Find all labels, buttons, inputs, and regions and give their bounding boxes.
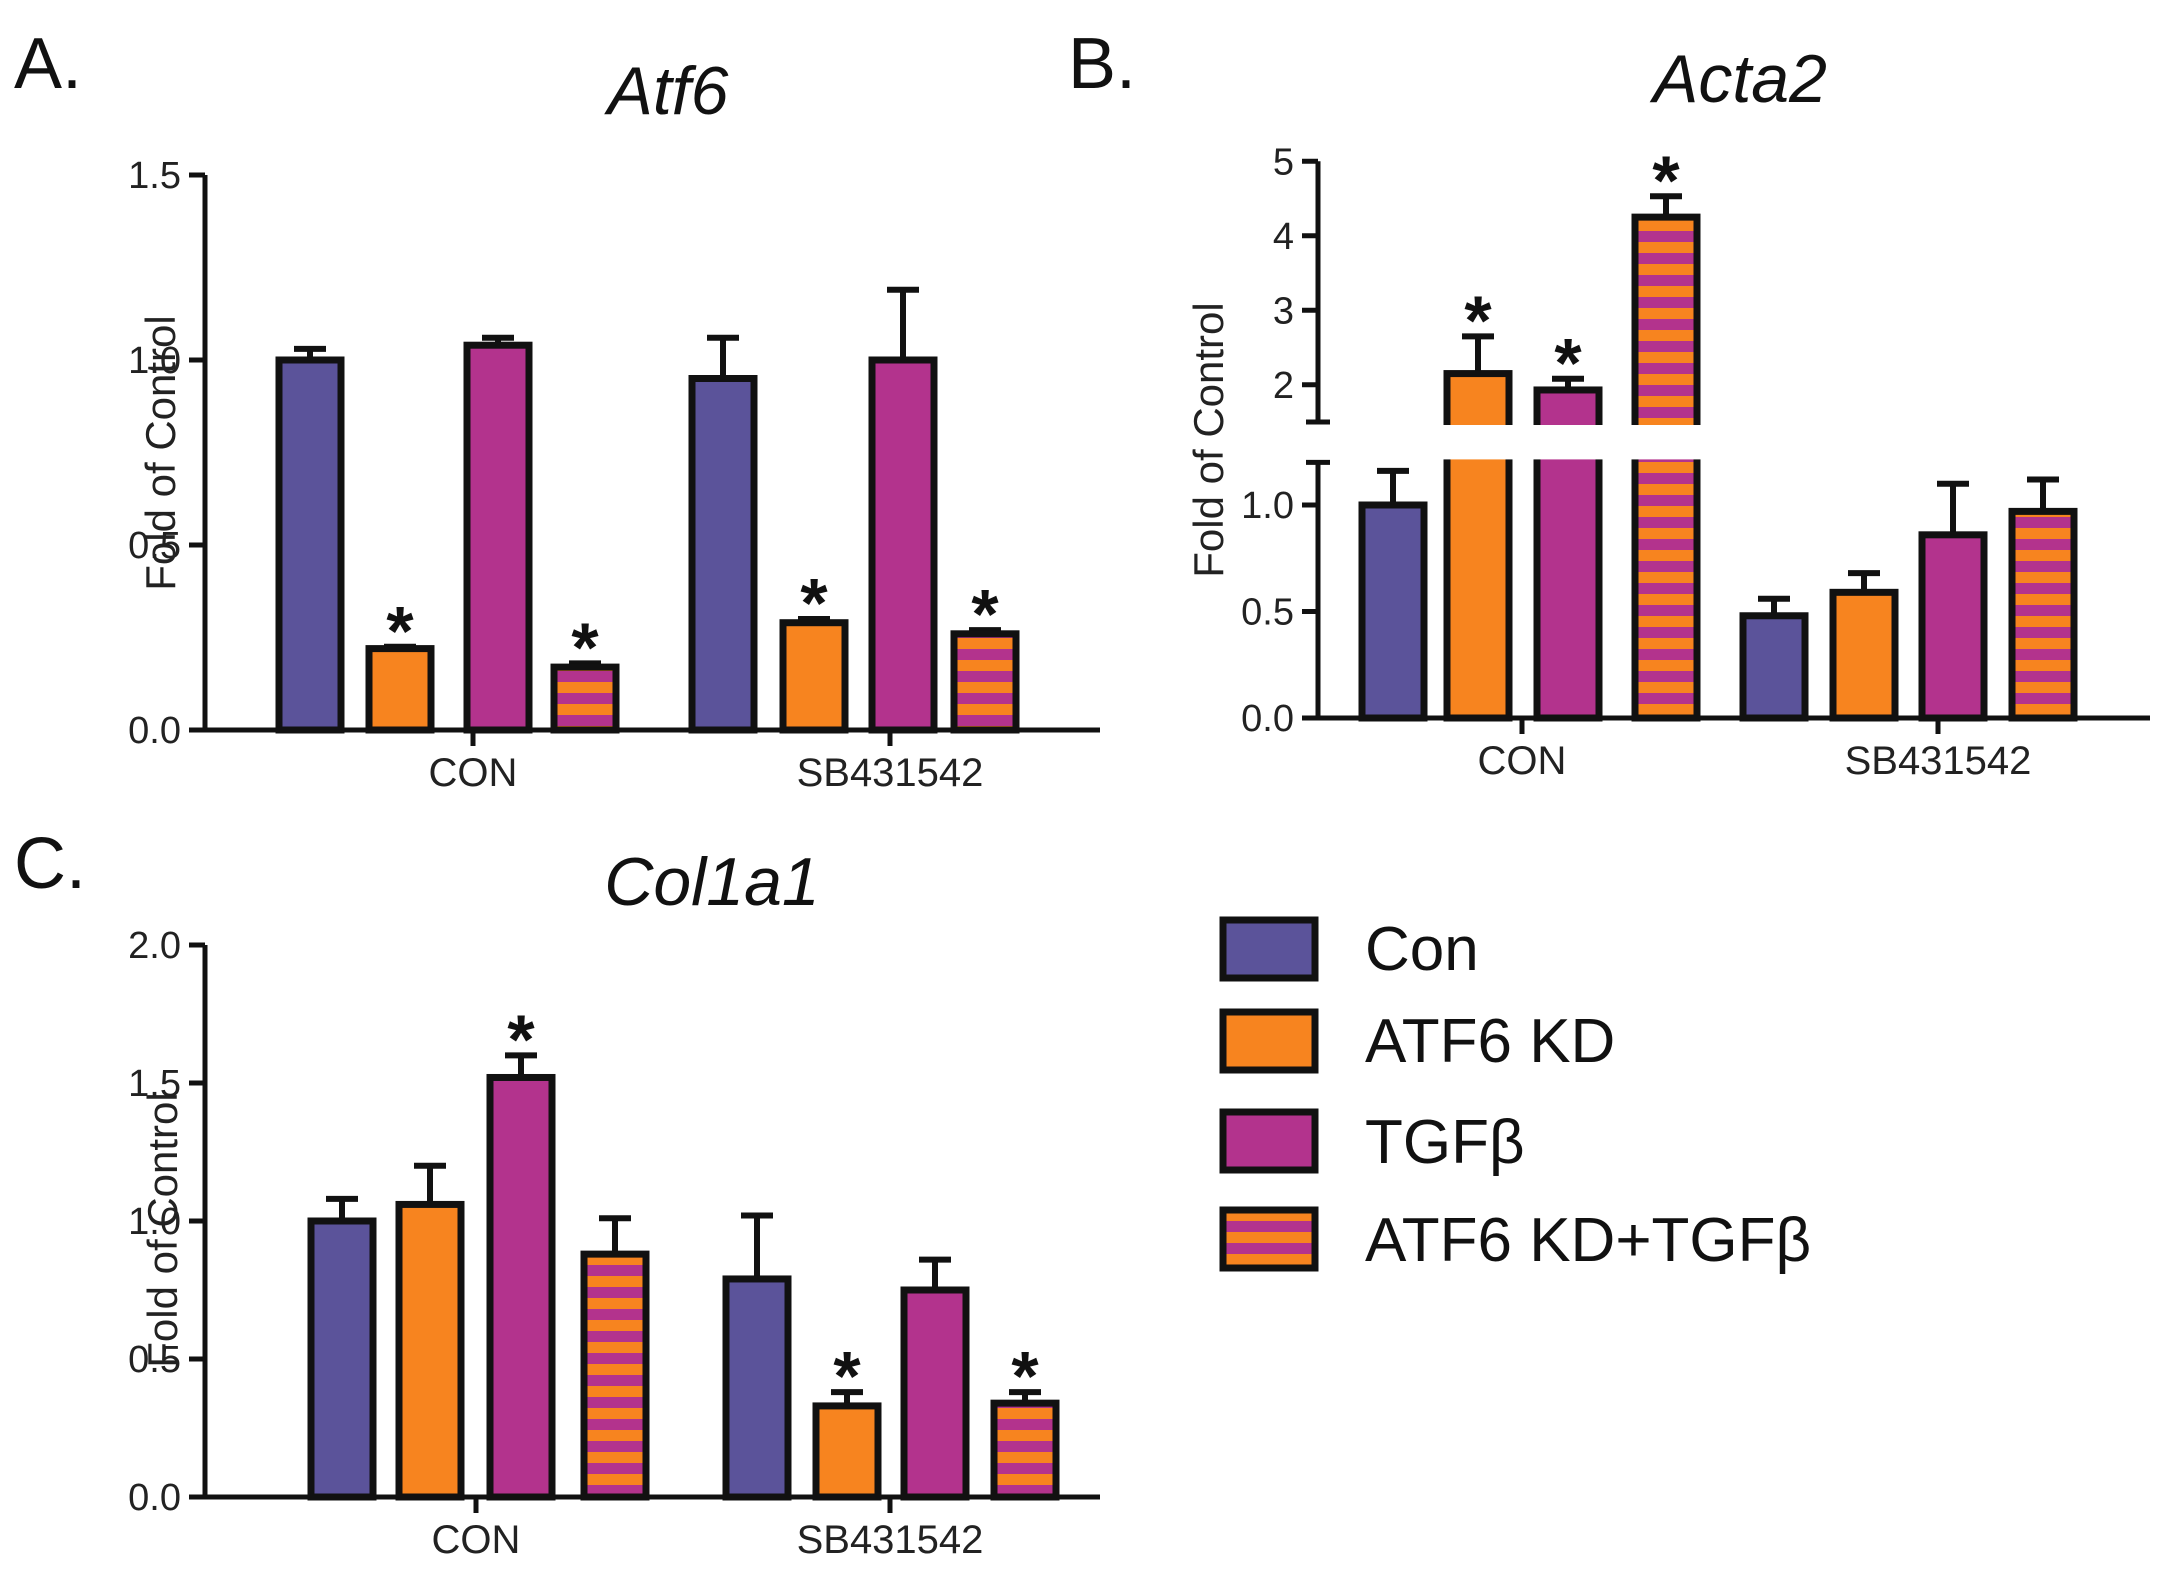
bar-b — [1631, 213, 1701, 722]
x-tick-label-a: CON — [429, 751, 518, 795]
significance-star-a: * — [571, 608, 599, 686]
chart-title-b: Acta2 — [1649, 41, 1827, 117]
significance-star-b: * — [1652, 141, 1680, 219]
y-tick-label-a: 1.0 — [128, 340, 181, 382]
y-tick-label-c: 0.5 — [128, 1339, 181, 1381]
y-tick-label-b: 1.0 — [1241, 485, 1294, 527]
legend-label-atf6-kd: ATF6 KD — [1365, 1007, 1615, 1076]
legend-label-tgfb: TGFβ — [1365, 1108, 1525, 1177]
panel-label-c: C. — [14, 824, 86, 904]
y-tick-label-a: 1.5 — [128, 155, 181, 197]
bar-c — [307, 1217, 377, 1501]
bar-a — [275, 356, 345, 734]
y-axis-label-c: Fold of Control — [139, 1092, 186, 1367]
significance-star-b: * — [1554, 324, 1582, 402]
significance-star-a: * — [971, 575, 999, 653]
y-axis-label-a: Fold of Control — [137, 315, 184, 590]
significance-star-c: * — [833, 1337, 861, 1415]
axis-break-gap-b — [1322, 425, 2154, 460]
legend-label-atf6-kd-tgfb: ATF6 KD+TGFβ — [1365, 1206, 1811, 1275]
x-tick-label-c: SB431542 — [797, 1518, 984, 1562]
significance-star-a: * — [386, 592, 414, 670]
significance-star-c: * — [507, 1000, 535, 1078]
bar-b — [1829, 588, 1899, 722]
y-axis-label-b: Fold of Control — [1185, 302, 1232, 577]
y-tick-label-b: 2 — [1273, 365, 1294, 407]
bar-a — [779, 619, 849, 734]
bar-b — [2008, 507, 2078, 722]
bar-a — [550, 663, 620, 734]
x-tick-label-b: CON — [1478, 739, 1567, 783]
chart-title-c: Col1a1 — [604, 844, 820, 920]
bar-a — [365, 645, 435, 734]
y-tick-label-b: 0.5 — [1241, 592, 1294, 634]
bar-c — [990, 1399, 1060, 1501]
x-tick-label-a: SB431542 — [797, 751, 984, 795]
bar-a — [868, 356, 938, 734]
y-tick-label-b: 4 — [1273, 216, 1294, 258]
legend: Con ATF6 KD TGFβ ATF6 KD+TGFβ — [1219, 915, 1811, 1275]
y-tick-label-b: 3 — [1273, 290, 1294, 332]
chart-panel-c: C. Col1a1 Fold of Control 0.0 0.5 1.0 1.5 2.… — [14, 824, 1100, 1562]
bar-a — [688, 375, 758, 734]
legend-swatch-atf6-kd — [1219, 1008, 1319, 1074]
legend-swatch-atf6-kd-tgfb — [1219, 1206, 1319, 1272]
bar-c — [486, 1073, 556, 1501]
bars-a: 0.0 0.5 1.0 1.5 CON SB431542 * * * * — [128, 155, 1100, 795]
bar-b — [1358, 501, 1428, 722]
y-tick-label-a: 0.0 — [128, 710, 181, 752]
bar-c — [900, 1286, 970, 1501]
bar-c — [580, 1250, 650, 1501]
bar-a — [950, 630, 1020, 734]
legend-swatch-con — [1219, 916, 1319, 982]
x-tick-label-c: CON — [432, 1518, 521, 1562]
y-tick-label-b: 5 — [1273, 141, 1294, 183]
bars-c: 0.0 0.5 1.0 1.5 2.0 CON SB431542 * * * — [128, 925, 1100, 1562]
y-tick-label-a: 0.5 — [128, 525, 181, 567]
significance-star-a: * — [800, 564, 828, 642]
y-tick-label-b: 0.0 — [1241, 698, 1294, 740]
y-tick-label-c: 2.0 — [128, 925, 181, 967]
bar-b — [1739, 612, 1809, 722]
bars-b: 0.0 0.5 1.0 2 3 4 5 CON SB431542 * * * — [1241, 141, 2154, 783]
bar-c — [395, 1200, 465, 1501]
bar-a — [463, 341, 533, 734]
chart-panel-b: B. Acta2 Fold of Control 0.0 0.5 1.0 2 3 4 5 CO… — [1068, 24, 2154, 783]
y-tick-label-c: 0.0 — [128, 1477, 181, 1519]
y-tick-label-c: 1.5 — [128, 1063, 181, 1105]
legend-label-con: Con — [1365, 915, 1479, 984]
significance-star-b: * — [1464, 281, 1492, 359]
chart-title-a: Atf6 — [604, 53, 729, 129]
chart-panel-a: A. Atf6 Fold of Control 0.0 0.5 1.0 1.5 CON S… — [14, 24, 1100, 795]
y-tick-label-c: 1.0 — [128, 1201, 181, 1243]
bar-c — [722, 1275, 792, 1501]
significance-star-c: * — [1011, 1337, 1039, 1415]
legend-swatch-tgfb — [1219, 1108, 1319, 1174]
bar-b — [1918, 531, 1988, 722]
x-tick-label-b: SB431542 — [1845, 739, 2032, 783]
panel-label-a: A. — [14, 24, 82, 104]
panel-label-b: B. — [1068, 24, 1136, 104]
bar-c — [812, 1402, 882, 1501]
